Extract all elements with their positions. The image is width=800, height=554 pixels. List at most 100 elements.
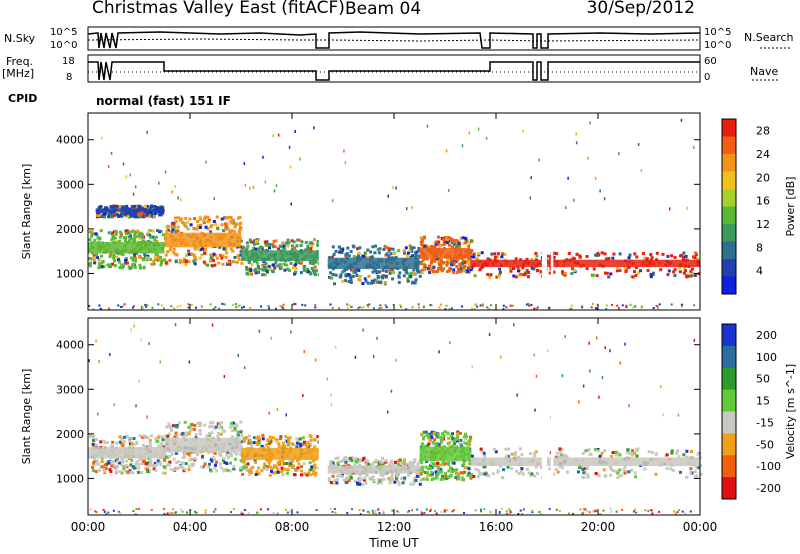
nave-label: Nave	[750, 65, 779, 78]
velocity-noise	[407, 510, 410, 513]
power-cell	[202, 219, 206, 223]
power-colorbar-segment	[722, 241, 736, 260]
power-cell	[150, 204, 154, 208]
power-cell	[304, 248, 308, 252]
velocity-cell	[342, 478, 346, 482]
power-cell	[387, 254, 391, 258]
power-cell	[161, 233, 165, 237]
velocity-cell	[183, 432, 186, 436]
power-cell	[279, 266, 283, 270]
velocity-cell	[376, 481, 380, 485]
velocity-noise	[138, 379, 140, 383]
power-noise	[387, 194, 389, 198]
power-cell	[693, 273, 697, 277]
power-ytick-label: 4000	[56, 134, 84, 147]
power-cell	[498, 267, 502, 271]
velocity-cell	[148, 470, 152, 474]
power-cell	[667, 269, 671, 273]
power-cell	[264, 262, 268, 266]
velocity-cell	[331, 482, 335, 486]
power-noise	[533, 307, 536, 310]
velocity-cell	[131, 471, 135, 475]
velocity-noise	[588, 341, 590, 345]
power-cell	[670, 254, 674, 258]
velocity-noise	[374, 509, 377, 512]
velocity-cell	[298, 442, 302, 446]
power-noise	[680, 303, 683, 306]
power-cell	[141, 234, 144, 238]
velocity-cell	[609, 467, 613, 471]
xtick-label: 16:00	[479, 520, 514, 534]
power-cell	[430, 261, 433, 265]
power-colorbar-segment	[722, 224, 736, 242]
power-noise	[190, 303, 193, 306]
velocity-cell	[510, 467, 514, 471]
velocity-cell	[578, 466, 582, 470]
velocity-cell	[431, 462, 435, 466]
power-cell	[225, 262, 229, 266]
velocity-cell	[480, 450, 484, 454]
power-cell	[286, 244, 290, 248]
velocity-cell	[593, 448, 597, 452]
power-cell	[218, 253, 222, 257]
velocity-noise	[374, 512, 377, 515]
power-cell	[418, 274, 422, 278]
power-noise	[133, 304, 135, 307]
power-cell	[650, 256, 654, 260]
power-cell	[252, 246, 256, 250]
velocity-cell	[685, 449, 689, 453]
velocity-cell	[161, 436, 164, 440]
power-cell	[331, 273, 335, 276]
velocity-cell	[277, 442, 281, 446]
velocity-cell	[166, 463, 169, 467]
power-cell	[627, 256, 631, 260]
velocity-noise	[522, 508, 525, 511]
velocity-cell	[200, 455, 204, 459]
velocity-cell	[210, 459, 214, 463]
power-cell	[225, 251, 229, 255]
power-cell	[254, 247, 258, 251]
power-cell	[265, 269, 269, 273]
power-cell	[255, 238, 259, 241]
power-noise	[686, 206, 688, 210]
power-cell	[634, 266, 638, 270]
velocity-cell	[610, 454, 614, 458]
power-cell	[464, 241, 468, 245]
power-cell	[276, 264, 280, 268]
velocity-cell	[257, 466, 261, 470]
velocity-cell	[150, 463, 154, 467]
power-cell	[459, 236, 463, 240]
velocity-noise	[647, 510, 650, 512]
velocity-noise	[390, 389, 393, 393]
velocity-cell	[395, 474, 399, 478]
power-cell	[457, 242, 461, 245]
power-cell	[646, 268, 650, 272]
velocity-cell	[618, 453, 622, 457]
power-cell	[433, 270, 437, 274]
power-noise	[187, 303, 190, 306]
power-cell	[178, 218, 182, 222]
velocity-cell	[198, 432, 202, 436]
power-cell	[88, 257, 92, 261]
power-noise	[632, 306, 635, 309]
power-colorbar-segment	[722, 276, 736, 295]
power-cell	[92, 254, 96, 258]
power-cell	[202, 260, 206, 264]
velocity-cell	[183, 452, 187, 455]
velocity-cell	[339, 460, 343, 463]
power-noise	[489, 304, 492, 307]
power-cell	[549, 257, 552, 261]
velocity-noise	[546, 349, 549, 352]
power-cell	[402, 274, 406, 278]
velocity-cell	[281, 458, 285, 462]
velocity-cell	[566, 470, 570, 474]
power-noise	[264, 180, 267, 184]
power-noise	[107, 165, 110, 168]
velocity-cell	[454, 468, 458, 472]
velocity-cell	[381, 456, 385, 460]
power-panel-bg	[88, 113, 700, 310]
power-cell	[149, 257, 153, 261]
power-noise	[346, 303, 349, 306]
velocity-noise	[582, 384, 585, 388]
power-cell	[459, 266, 463, 270]
